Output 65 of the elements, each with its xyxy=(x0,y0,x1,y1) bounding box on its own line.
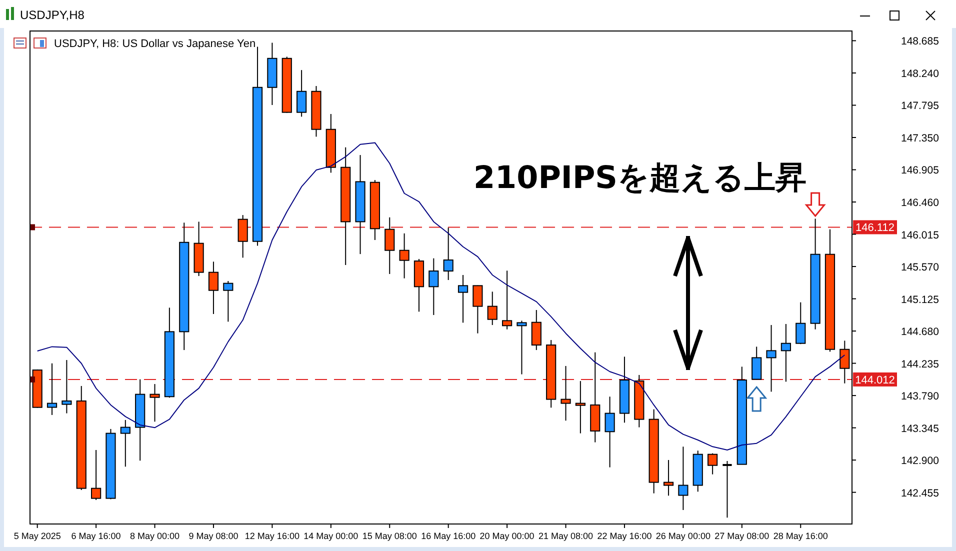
y-tick-label: 146.905 xyxy=(901,164,940,177)
y-tick-label: 143.345 xyxy=(901,422,940,435)
y-tick-label: 148.685 xyxy=(901,36,940,48)
ref-line-label: 146.112 xyxy=(856,222,894,234)
x-tick-label: 8 May 00:00 xyxy=(130,531,180,541)
candlestick xyxy=(428,258,439,316)
candlestick xyxy=(502,270,512,330)
y-tick-label: 146.460 xyxy=(901,197,940,209)
x-tick-label: 21 May 08:00 xyxy=(538,531,594,541)
candlestick xyxy=(296,70,307,118)
x-tick-label: 20 May 00:00 xyxy=(480,531,534,541)
x-tick-label: 9 May 08:00 xyxy=(188,531,238,541)
x-tick-label: 5 May 2025 xyxy=(14,531,61,541)
candlestick xyxy=(487,291,498,326)
y-tick-label: 145.125 xyxy=(901,294,940,306)
y-tick-label: 144.235 xyxy=(901,358,940,370)
candlestick xyxy=(150,384,160,422)
candlestick xyxy=(752,346,762,380)
candlestick xyxy=(91,449,102,501)
x-tick-label: 12 May 16:00 xyxy=(244,531,300,541)
candlestick xyxy=(62,360,72,414)
y-tick-label: 142.900 xyxy=(901,455,940,468)
candlestick xyxy=(120,419,130,468)
y-tick-label: 143.790 xyxy=(901,390,940,403)
y-tick-label: 147.350 xyxy=(901,132,940,144)
x-tick-label: 22 May 16:00 xyxy=(597,531,652,541)
y-tick-label: 148.240 xyxy=(901,68,940,80)
y-tick-label: 146.015 xyxy=(901,229,940,242)
candlestick xyxy=(472,284,483,334)
candlestick xyxy=(531,310,542,351)
text: USDJPY, H8: US Dollar vs Japanese Yen xyxy=(54,38,256,50)
candlestick xyxy=(840,340,850,384)
candlestick xyxy=(663,459,674,496)
annotation: 210PIPSを超える上昇 xyxy=(473,160,807,196)
candlestick xyxy=(458,274,468,324)
candlestick xyxy=(238,214,248,258)
candlestick xyxy=(575,380,586,434)
candlestick xyxy=(208,261,219,314)
candlestick xyxy=(604,396,615,468)
candlestick xyxy=(780,324,791,382)
x-tick-label: 15 May 08:00 xyxy=(362,531,417,541)
y-tick-label: 142.455 xyxy=(901,487,940,500)
chart-title: USDJPY,H8 xyxy=(20,8,85,22)
candlestick xyxy=(708,452,718,475)
candlestick xyxy=(722,460,733,518)
candlestick xyxy=(399,232,410,279)
x-tick-label: 16 May 16:00 xyxy=(421,531,476,541)
candlestick xyxy=(516,320,527,375)
y-tick-label: 145.570 xyxy=(901,262,940,274)
x-tick-label: 28 May 16:00 xyxy=(773,531,828,541)
candlestick xyxy=(443,227,454,280)
x-tick-label: 14 May 00:00 xyxy=(304,531,358,541)
candlestick xyxy=(560,365,571,422)
x-tick-label: 6 May 16:00 xyxy=(71,531,121,541)
candlestick xyxy=(796,302,806,345)
y-tick-label: 147.795 xyxy=(901,100,940,112)
candlestick xyxy=(46,362,58,416)
candlestick xyxy=(678,446,688,511)
candlestick xyxy=(223,280,234,322)
ref-line-label: 144.012 xyxy=(855,374,895,386)
candlestick xyxy=(766,324,776,392)
x-tick-label: 27 May 08:00 xyxy=(714,531,770,541)
x-tick-label: 26 May 00:00 xyxy=(656,531,710,541)
candlestick xyxy=(384,216,395,274)
y-tick-label: 144.680 xyxy=(901,326,940,338)
